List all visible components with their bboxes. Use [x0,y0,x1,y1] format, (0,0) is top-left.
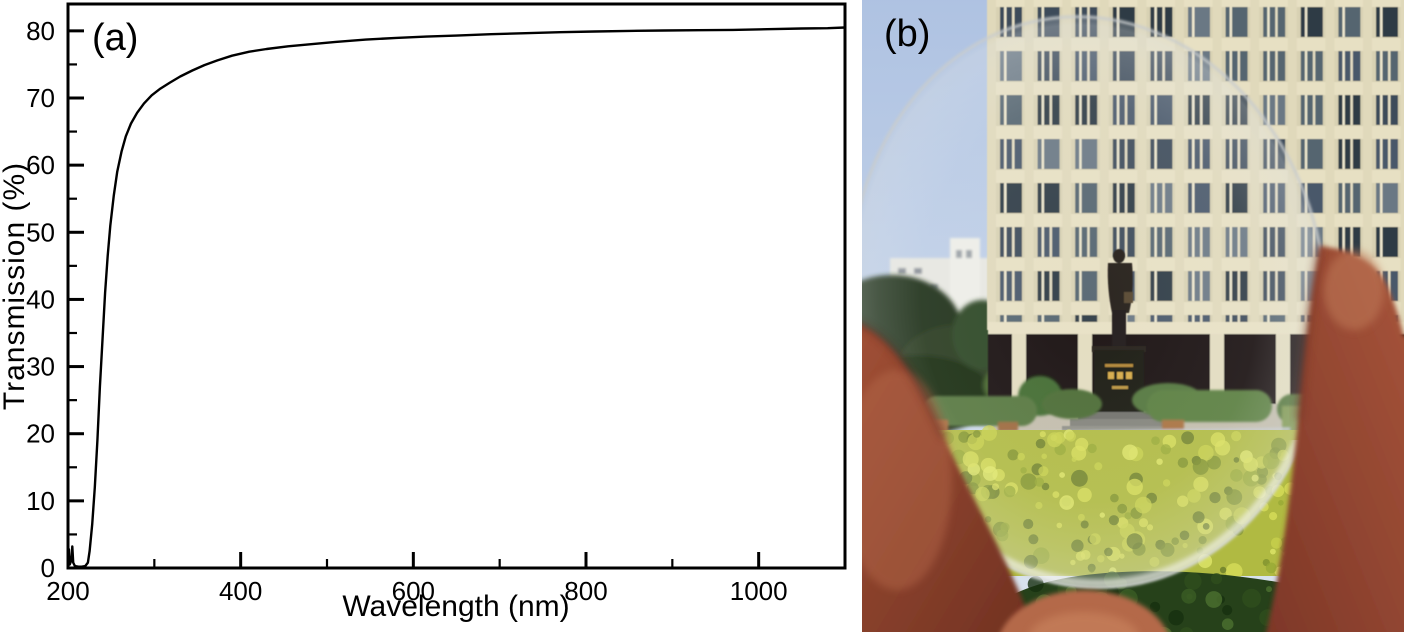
svg-text:30: 30 [26,352,55,382]
right-finger [1266,245,1404,632]
chart-axes-and-curve: 200 400 600 800 1000 0 10 20 30 40 50 60 70 80 [26,2,847,606]
panel-b-label: (b) [884,13,930,55]
x-axis-title: Wavelength (nm) [342,590,569,623]
svg-text:40: 40 [26,284,55,314]
svg-text:20: 20 [26,419,55,449]
svg-text:800: 800 [564,576,607,606]
svg-text:70: 70 [26,83,55,113]
svg-text:0: 0 [41,553,55,583]
svg-text:60: 60 [26,150,55,180]
svg-text:400: 400 [219,576,262,606]
left-finger [862,322,1036,632]
svg-text:80: 80 [26,16,55,46]
svg-text:1000: 1000 [730,576,788,606]
svg-text:10: 10 [26,486,55,516]
panel-a-label: (a) [92,17,138,59]
y-axis-title: Transmission (%) [0,162,31,410]
svg-text:600: 600 [392,576,435,606]
sample-photo: (b) [862,0,1404,632]
transmission-chart: 200 400 600 800 1000 0 10 20 30 40 50 60 70 80 (a) Wa… [0,2,847,623]
bottom-fingertip [1000,590,1168,632]
svg-text:50: 50 [26,217,55,247]
svg-text:200: 200 [46,576,89,606]
